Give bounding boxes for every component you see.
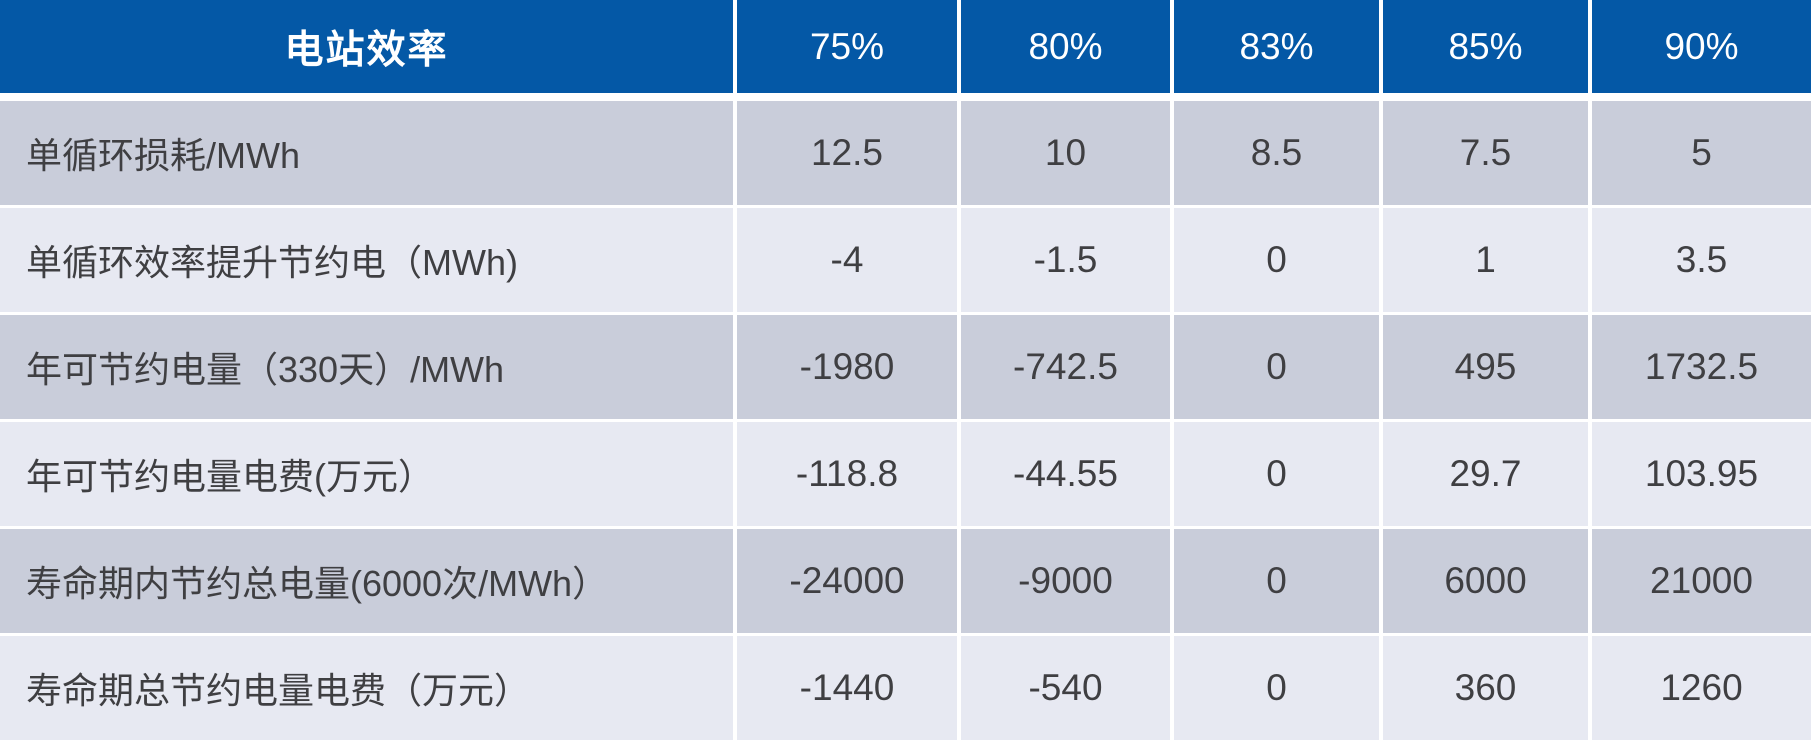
- table-cell: -1.5: [961, 208, 1170, 312]
- table-row: 年可节约电量（330天）/MWh -1980 -742.5 0 495 1732…: [0, 315, 1811, 419]
- table-cell: -9000: [961, 529, 1170, 633]
- table-cell: 360: [1383, 636, 1588, 740]
- table-cell: 3.5: [1592, 208, 1811, 312]
- table-cell: 7.5: [1383, 101, 1588, 205]
- table-cell: 495: [1383, 315, 1588, 419]
- table-cell: -24000: [737, 529, 957, 633]
- table-cell: 0: [1174, 315, 1379, 419]
- table-header-row: 电站效率 75% 80% 83% 85% 90%: [0, 0, 1811, 93]
- table-cell: 103.95: [1592, 422, 1811, 526]
- header-cell-90pct: 90%: [1592, 0, 1811, 93]
- table-row: 单循环效率提升节约电（MWh) -4 -1.5 0 1 3.5: [0, 208, 1811, 312]
- header-cell-83pct: 83%: [1174, 0, 1379, 93]
- table-cell: 29.7: [1383, 422, 1588, 526]
- table-cell: -4: [737, 208, 957, 312]
- table-cell: 12.5: [737, 101, 957, 205]
- table-row: 年可节约电量电费(万元） -118.8 -44.55 0 29.7 103.95: [0, 422, 1811, 526]
- header-cell-75pct: 75%: [737, 0, 957, 93]
- table-cell: 10: [961, 101, 1170, 205]
- table-cell: -1440: [737, 636, 957, 740]
- header-cell-85pct: 85%: [1383, 0, 1588, 93]
- table-cell: -742.5: [961, 315, 1170, 419]
- table-cell: 8.5: [1174, 101, 1379, 205]
- table-cell: 5: [1592, 101, 1811, 205]
- table-row: 单循环损耗/MWh 12.5 10 8.5 7.5 5: [0, 101, 1811, 205]
- table-row: 寿命期总节约电量电费（万元） -1440 -540 0 360 1260: [0, 636, 1811, 740]
- table-cell: 0: [1174, 208, 1379, 312]
- table-cell: -540: [961, 636, 1170, 740]
- table-cell: 0: [1174, 529, 1379, 633]
- row-label: 年可节约电量（330天）/MWh: [0, 315, 733, 419]
- row-label: 寿命期内节约总电量(6000次/MWh）: [0, 529, 733, 633]
- header-cell-80pct: 80%: [961, 0, 1170, 93]
- table-cell: -1980: [737, 315, 957, 419]
- table-cell: 21000: [1592, 529, 1811, 633]
- table-cell: -118.8: [737, 422, 957, 526]
- row-label: 寿命期总节约电量电费（万元）: [0, 636, 733, 740]
- table-title-cell: 电站效率: [0, 0, 733, 93]
- table-cell: 0: [1174, 636, 1379, 740]
- table-cell: 0: [1174, 422, 1379, 526]
- table-cell: 1732.5: [1592, 315, 1811, 419]
- row-label: 单循环损耗/MWh: [0, 101, 733, 205]
- row-label: 单循环效率提升节约电（MWh): [0, 208, 733, 312]
- table-cell: 1: [1383, 208, 1588, 312]
- table-cell: 1260: [1592, 636, 1811, 740]
- table-row: 寿命期内节约总电量(6000次/MWh） -24000 -9000 0 6000…: [0, 529, 1811, 633]
- row-label: 年可节约电量电费(万元）: [0, 422, 733, 526]
- table-cell: 6000: [1383, 529, 1588, 633]
- table-cell: -44.55: [961, 422, 1170, 526]
